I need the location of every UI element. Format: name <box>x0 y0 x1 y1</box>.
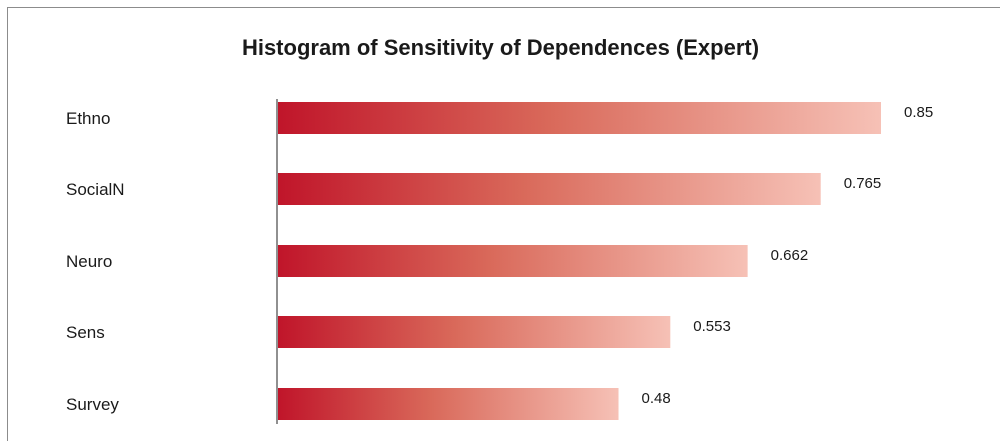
bar <box>278 245 748 277</box>
category-label: Ethno <box>66 109 110 128</box>
category-label: SocialN <box>66 180 125 199</box>
value-label: 0.553 <box>693 318 731 335</box>
bar <box>278 102 881 134</box>
category-label: Survey <box>66 395 119 414</box>
category-label: Sens <box>66 323 105 342</box>
bar <box>278 173 821 205</box>
bar-row: SocialN 0.765 <box>66 173 881 205</box>
value-label: 0.662 <box>771 247 809 264</box>
chart-title: Histogram of Sensitivity of Dependences … <box>241 35 760 60</box>
bar-row: Survey 0.48 <box>66 388 671 420</box>
value-label: 0.765 <box>844 175 882 192</box>
chart-frame <box>7 7 1000 441</box>
category-label: Neuro <box>66 252 112 271</box>
bar <box>278 316 671 348</box>
value-label: 0.85 <box>904 104 933 121</box>
bars-layer: Ethno 0.85 SocialN 0.765 Neuro 0.662 Sens 0.553… <box>66 102 933 420</box>
bar <box>278 388 619 420</box>
value-label: 0.48 <box>642 390 671 407</box>
bar-row: Ethno 0.85 <box>66 102 933 134</box>
bar-row: Neuro 0.662 <box>66 245 808 277</box>
bar-row: Sens 0.553 <box>66 316 731 348</box>
